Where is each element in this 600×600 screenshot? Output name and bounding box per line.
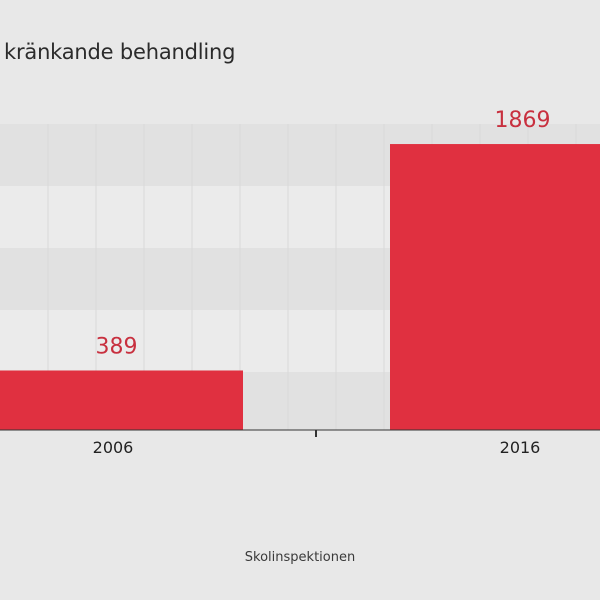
chart-title: kränkande behandling [4, 40, 236, 64]
bar-2006 [0, 370, 243, 430]
value-label-2006: 389 [96, 334, 138, 359]
bars [0, 144, 600, 430]
source-label: Skolinspektionen [244, 550, 356, 565]
tick-label-2006: 2006 [93, 438, 134, 457]
tick-label-2016: 2016 [500, 438, 541, 457]
labels: 389 2006 1869 2016 [93, 108, 551, 457]
value-label-2016: 1869 [495, 108, 551, 133]
x-axis [0, 429, 600, 437]
bar-2016 [390, 144, 600, 430]
